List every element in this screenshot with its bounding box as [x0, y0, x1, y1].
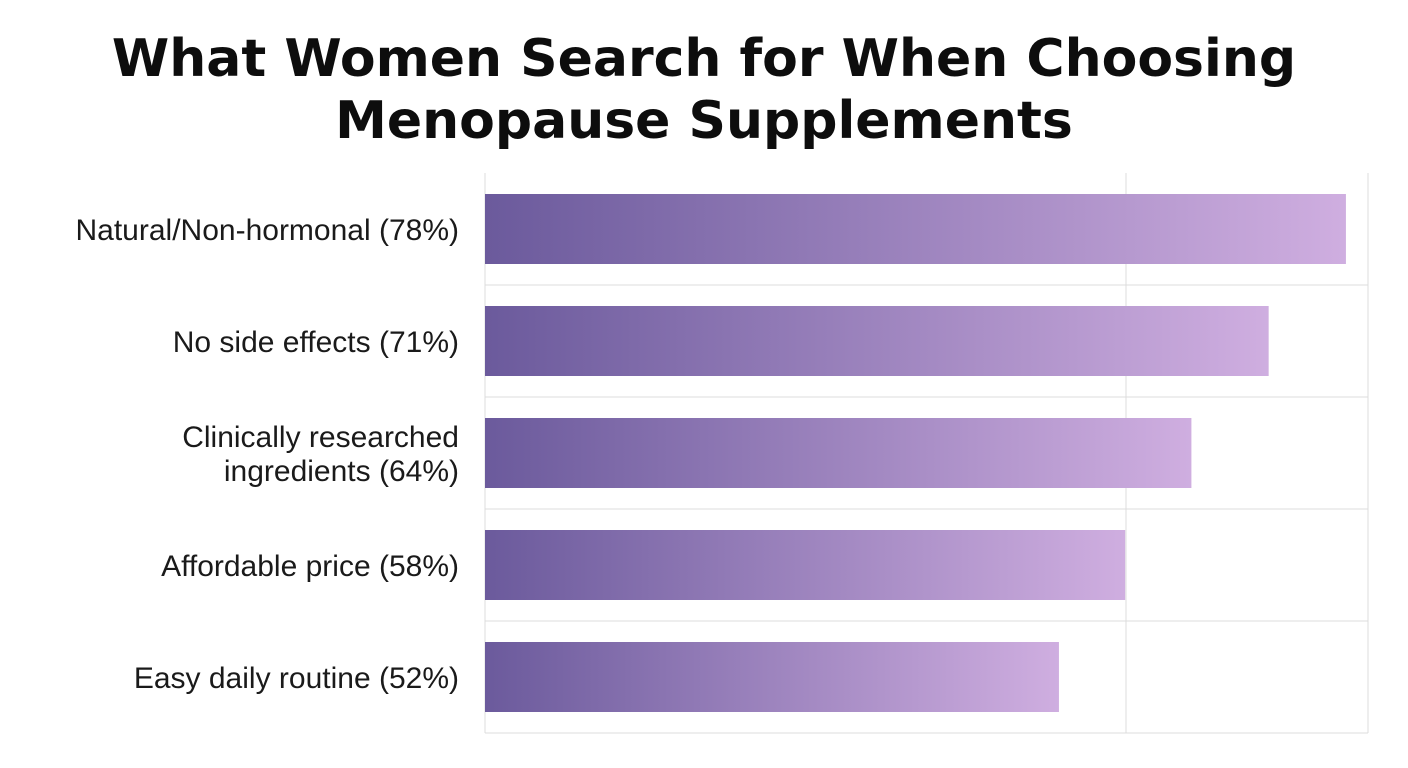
chart-title: What Women Search for When ChoosingMenop…	[112, 29, 1296, 151]
bar	[485, 642, 1059, 712]
category-label: Easy daily routine (52%)	[134, 662, 459, 695]
bar	[485, 418, 1192, 488]
bar	[485, 530, 1126, 600]
chart-title-line: What Women Search for When Choosing	[112, 29, 1296, 89]
grid	[484, 173, 1369, 734]
bars	[485, 194, 1346, 712]
category-label: ingredients (64%)	[224, 455, 459, 488]
chart-title-line: Menopause Supplements	[335, 91, 1073, 151]
category-label: No side effects (71%)	[173, 326, 459, 359]
category-label: Affordable price (58%)	[161, 550, 459, 583]
category-labels: Natural/Non-hormonal (78%) No side effect…	[76, 214, 460, 695]
category-label: Clinically researched	[182, 421, 459, 454]
category-label: Natural/Non-hormonal (78%)	[76, 214, 460, 247]
bar	[485, 306, 1269, 376]
bar	[485, 194, 1346, 264]
